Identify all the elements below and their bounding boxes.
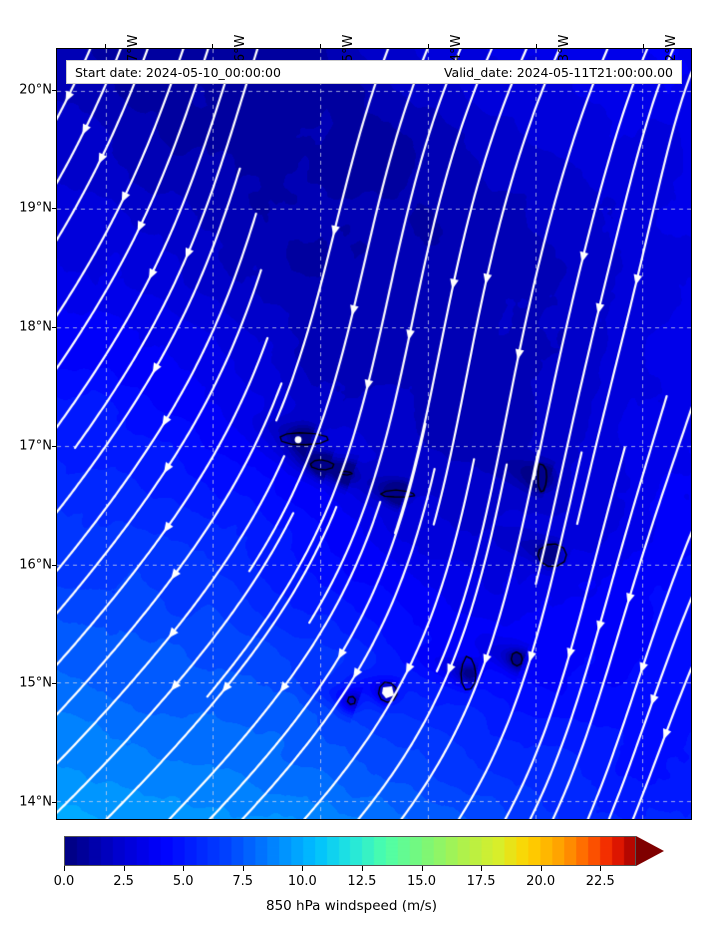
colorbar-tick-mark: [123, 866, 125, 871]
lon-tick-mark: [212, 44, 214, 48]
lat-tick-mark: [52, 683, 56, 685]
lon-tick-mark: [535, 44, 537, 48]
lat-tick-label: 14°N: [19, 794, 52, 810]
lat-tick-label: 18°N: [19, 319, 52, 335]
windspeed-field-canvas: [57, 49, 691, 819]
lat-tick-mark: [52, 445, 56, 447]
colorbar-tick-mark: [64, 866, 65, 871]
colorbar-tick-mark: [242, 866, 244, 871]
colorbar-extend-arrow: [636, 836, 664, 866]
colorbar-canvas: [65, 837, 635, 865]
colorbar-tick-label: 5.0: [172, 874, 194, 889]
lat-tick-label: 15°N: [19, 675, 52, 691]
colorbar-tick-label: 17.5: [466, 874, 496, 889]
lat-tick-label: 16°N: [19, 557, 52, 573]
lat-tick-mark: [52, 89, 56, 91]
colorbar-title: 850 hPa windspeed (m/s): [266, 898, 437, 914]
lat-tick-label: 17°N: [19, 438, 52, 454]
lat-tick-mark: [52, 802, 56, 804]
colorbar-tick-mark: [183, 866, 185, 871]
lat-tick-mark: [52, 564, 56, 566]
colorbar[interactable]: [64, 836, 664, 866]
lat-tick-mark: [52, 208, 56, 210]
colorbar-tick-label: 12.5: [347, 874, 377, 889]
start-date-label: Start date: 2024-05-10_00:00:00: [75, 64, 281, 80]
lat-tick-label: 20°N: [19, 82, 52, 98]
valid-date-label: Valid_date: 2024-05-11T21:00:00.00: [443, 64, 673, 80]
colorbar-tick-label: 15.0: [407, 874, 436, 889]
lon-tick-mark: [320, 44, 322, 48]
colorbar-tick-mark: [421, 866, 423, 871]
map-plot-area[interactable]: [56, 48, 692, 820]
colorbar-tick-label: 2.5: [113, 874, 134, 889]
colorbar-tick-label: 20.0: [526, 874, 556, 889]
colorbar-tick-label: 22.5: [585, 874, 615, 889]
colorbar-tick-label: 10.0: [287, 874, 317, 889]
colorbar-tick-mark: [361, 866, 363, 871]
colorbar-tick-label: 7.5: [232, 874, 254, 889]
lon-tick-mark: [643, 44, 645, 48]
colorbar-gradient: [64, 836, 636, 866]
lat-tick-label: 19°N: [19, 200, 52, 216]
colorbar-tick-mark: [302, 866, 304, 871]
date-annotation-box: Start date: 2024-05-10_00:00:00 Valid_da…: [66, 60, 682, 84]
lat-tick-mark: [52, 327, 56, 329]
lon-tick-mark: [104, 44, 106, 48]
colorbar-tick-mark: [540, 866, 542, 871]
colorbar-tick-label: 0.0: [53, 874, 75, 889]
lon-tick-mark: [427, 44, 429, 48]
colorbar-tick-mark: [481, 866, 483, 871]
colorbar-tick-mark: [600, 866, 602, 871]
